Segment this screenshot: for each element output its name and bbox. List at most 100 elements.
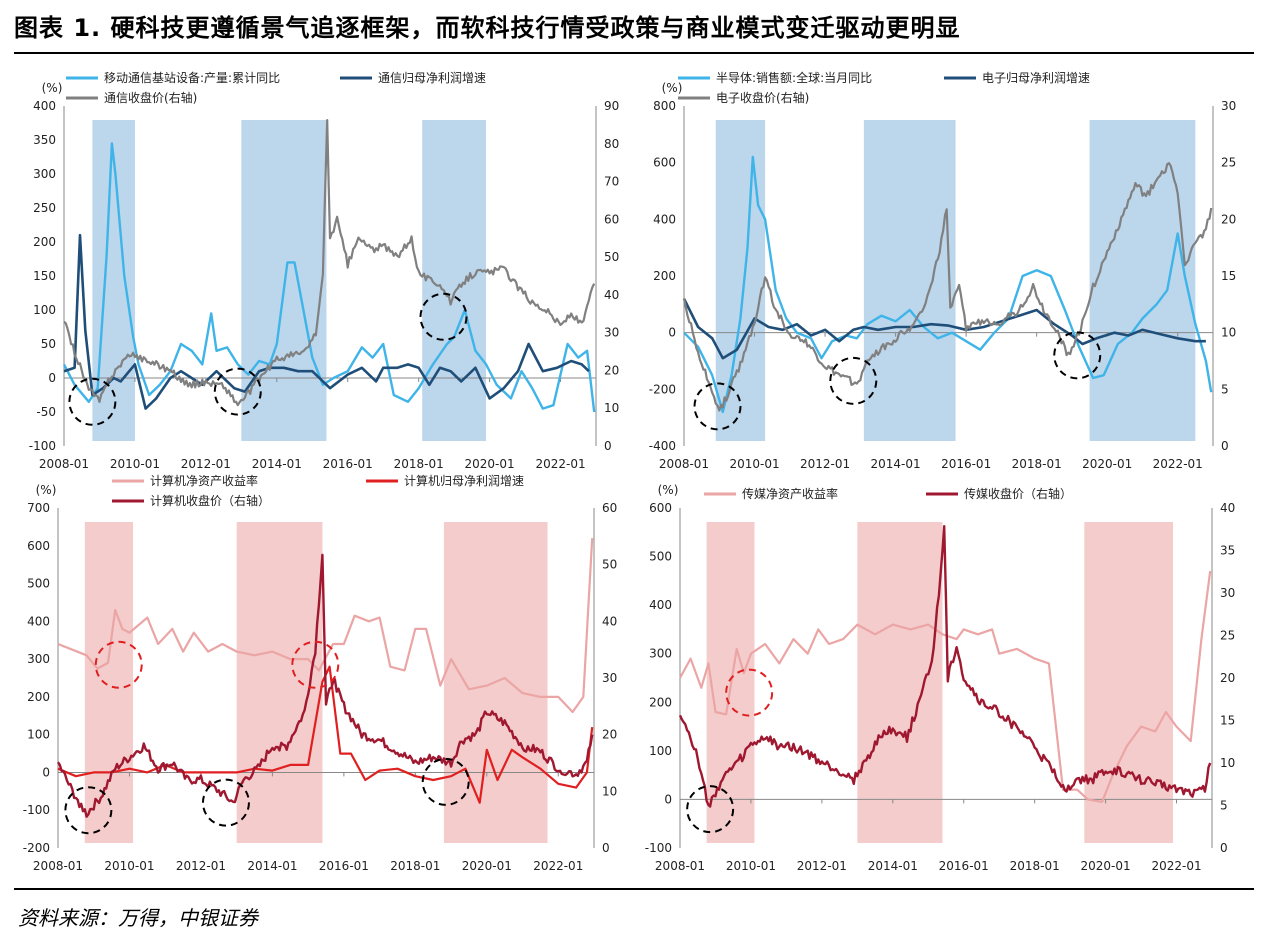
right-tick-label: 35 [1220, 544, 1235, 558]
left-tick-label: -200 [23, 841, 50, 855]
right-tick-label: 0 [1220, 841, 1228, 855]
series-line-2 [57, 553, 594, 818]
right-tick-label: 40 [602, 614, 617, 628]
left-tick-label: -100 [23, 803, 50, 817]
left-tick-label: 0 [48, 371, 56, 385]
left-unit-label: (%) [36, 483, 57, 497]
x-tick-label: 2022-01 [1153, 457, 1203, 471]
shaded-period-0 [84, 522, 134, 843]
legend-label-2: 通信收盘价(右轴) [104, 90, 197, 105]
left-tick-label: 400 [653, 212, 676, 226]
left-tick-label: 400 [649, 598, 672, 612]
x-tick-label: 2014-01 [252, 457, 302, 471]
left-tick-label: 400 [33, 99, 56, 113]
left-unit-label: (%) [658, 483, 679, 497]
right-tick-label: 0 [602, 841, 610, 855]
left-tick-label: 200 [27, 690, 50, 704]
left-tick-label: 400 [27, 614, 50, 628]
x-tick-label: 2014-01 [868, 859, 918, 873]
x-tick-label: 2016-01 [319, 859, 369, 873]
left-tick-label: 600 [653, 156, 676, 170]
right-tick-label: 25 [1220, 629, 1235, 643]
right-tick-label: 20 [1221, 212, 1236, 226]
x-tick-label: 2010-01 [104, 859, 154, 873]
x-tick-label: 2008-01 [655, 859, 705, 873]
right-tick-label: 80 [604, 137, 619, 151]
left-tick-label: -200 [649, 382, 676, 396]
left-tick-label: 200 [653, 269, 676, 283]
shaded-period-0 [715, 120, 766, 441]
x-tick-label: 2008-01 [39, 457, 89, 471]
x-tick-label: 2022-01 [533, 859, 583, 873]
x-tick-label: 2012-01 [797, 859, 847, 873]
highlight-circle-1 [829, 356, 878, 405]
right-tick-label: 10 [1220, 756, 1235, 770]
left-tick-label: 200 [649, 695, 672, 709]
right-tick-label: 30 [1221, 99, 1236, 113]
x-tick-label: 2022-01 [1151, 859, 1201, 873]
left-tick-label: -50 [36, 405, 56, 419]
x-tick-label: 2016-01 [939, 859, 989, 873]
left-tick-label: 250 [33, 201, 56, 215]
highlight-circle-3 [94, 640, 143, 689]
left-tick-label: 0 [668, 326, 676, 340]
left-tick-label: -100 [645, 841, 672, 855]
legend-label-0: 移动通信基站设备:产量:累计同比 [104, 71, 280, 85]
highlight-circle-2 [419, 292, 468, 341]
left-tick-label: 0 [664, 792, 672, 806]
right-tick-label: 10 [602, 784, 617, 798]
highlight-circle-0 [64, 786, 113, 835]
right-tick-label: 20 [602, 728, 617, 742]
left-tick-label: 150 [33, 269, 56, 283]
chart-panel-computer: -200 -100 0 100 200 300 400 500 600 700 0 10 20 30 40 5… [23, 473, 618, 873]
highlight-circle-2 [1053, 331, 1102, 380]
shaded-period-2 [1084, 522, 1173, 843]
left-tick-label: 300 [33, 167, 56, 181]
series-line-2 [63, 119, 596, 407]
source-note: 资料来源：万得，中银证券 [18, 906, 258, 930]
left-tick-label: -400 [649, 439, 676, 453]
left-tick-label: 600 [27, 539, 50, 553]
x-tick-label: 2012-01 [176, 859, 226, 873]
shaded-period-1 [863, 120, 956, 441]
series-line-0 [679, 570, 1212, 803]
highlight-circle-1 [201, 778, 250, 827]
right-tick-label: 50 [604, 250, 619, 264]
highlight-circle-0 [68, 377, 117, 426]
series-line-1 [678, 525, 1212, 808]
highlight-circle-1 [725, 668, 774, 717]
right-tick-label: 20 [1220, 671, 1235, 685]
x-tick-label: 2010-01 [110, 457, 160, 471]
left-unit-label: (%) [42, 81, 63, 95]
chart-panel-electronics: -400 -200 0 200 400 600 800 0 5 10 15 20 25 30 (%) 2008… [649, 70, 1237, 471]
x-tick-label: 2020-01 [462, 859, 512, 873]
right-tick-label: 0 [604, 439, 612, 453]
x-tick-label: 2008-01 [659, 457, 709, 471]
series-line-0 [57, 538, 594, 714]
right-tick-label: 25 [1221, 156, 1236, 170]
right-tick-label: 20 [604, 363, 619, 377]
right-tick-label: 40 [604, 288, 619, 302]
series-line-1 [682, 298, 1206, 360]
bottom-rule [14, 888, 1254, 890]
x-tick-label: 2018-01 [1010, 859, 1060, 873]
chart-panel-media: -100 0 100 200 300 400 500 600 0 5 10 15 20 25 30 35 40 (… [645, 483, 1236, 873]
x-tick-label: 2012-01 [181, 457, 231, 471]
right-tick-label: 15 [1221, 269, 1236, 283]
x-tick-label: 2010-01 [726, 859, 776, 873]
left-tick-label: 200 [33, 235, 56, 249]
legend-label-2: 电子收盘价(右轴) [716, 90, 809, 105]
left-tick-label: 100 [649, 744, 672, 758]
legend-label-1: 通信归母净利润增速 [378, 71, 486, 85]
legend-label-0: 计算机净资产收益率 [150, 473, 258, 488]
left-tick-label: 50 [41, 337, 56, 351]
series-line-1 [63, 233, 590, 410]
right-tick-label: 30 [1220, 586, 1235, 600]
legend-label-1: 电子归母净利润增速 [982, 71, 1090, 85]
left-tick-label: 350 [33, 133, 56, 147]
series-line-2 [682, 162, 1213, 412]
x-tick-label: 2014-01 [247, 859, 297, 873]
x-tick-label: 2014-01 [871, 457, 921, 471]
right-tick-label: 10 [1221, 326, 1236, 340]
